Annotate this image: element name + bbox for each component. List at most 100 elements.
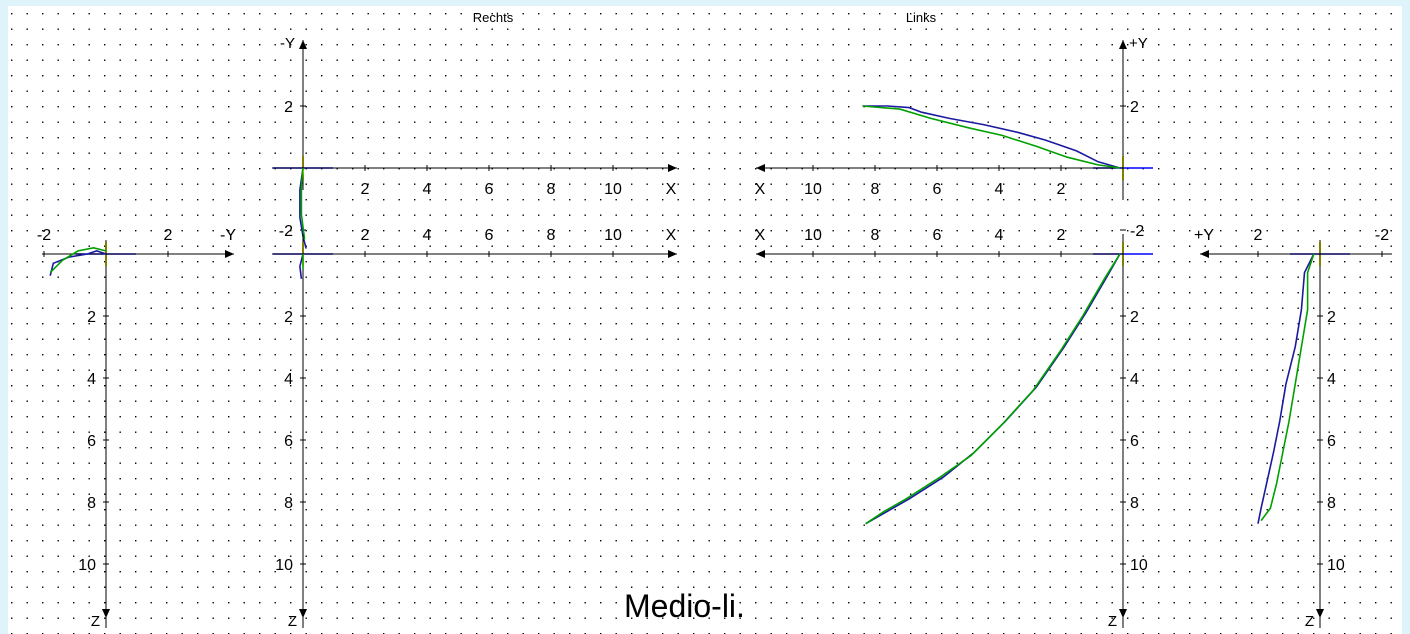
grid-dot: [1204, 555, 1206, 557]
grid-dot: [1080, 292, 1082, 294]
grid-dot: [832, 183, 834, 185]
grid-dot: [1003, 261, 1005, 263]
grid-dot: [1266, 462, 1268, 464]
grid-dot: [1049, 462, 1051, 464]
grid-dot: [166, 199, 168, 201]
grid-dot: [290, 540, 292, 542]
grid-dot: [1158, 152, 1160, 154]
grid-dot: [166, 385, 168, 387]
grid-dot: [507, 307, 509, 309]
grid-dot: [42, 168, 44, 170]
grid-dot: [972, 462, 974, 464]
grid-dot: [910, 214, 912, 216]
grid-dot: [259, 493, 261, 495]
grid-dot: [1018, 540, 1020, 542]
grid-dot: [863, 478, 865, 480]
grid-dot: [88, 168, 90, 170]
grid-dot: [197, 13, 199, 15]
grid-dot: [925, 555, 927, 557]
grid-dot: [57, 245, 59, 247]
grid-dot: [166, 214, 168, 216]
grid-dot: [11, 90, 13, 92]
grid-dot: [305, 28, 307, 30]
grid-dot: [848, 261, 850, 263]
grid-dot: [336, 90, 338, 92]
grid-dot: [863, 276, 865, 278]
grid-dot: [88, 462, 90, 464]
grid-dot: [677, 183, 679, 185]
grid-dot: [1080, 90, 1082, 92]
grid-dot: [445, 586, 447, 588]
grid-dot: [1173, 121, 1175, 123]
grid-dot: [11, 400, 13, 402]
grid-dot: [1390, 354, 1392, 356]
grid-dot: [584, 183, 586, 185]
grid-dot: [119, 431, 121, 433]
grid-dot: [1282, 416, 1284, 418]
grid-dot: [414, 13, 416, 15]
grid-dot: [383, 199, 385, 201]
grid-dot: [228, 106, 230, 108]
grid-dot: [1018, 199, 1020, 201]
grid-dot: [1018, 59, 1020, 61]
grid-dot: [181, 152, 183, 154]
grid-dot: [1328, 602, 1330, 604]
grid-dot: [1375, 230, 1377, 232]
grid-dot: [507, 540, 509, 542]
grid-dot: [1220, 416, 1222, 418]
grid-dot: [336, 323, 338, 325]
grid-dot: [367, 90, 369, 92]
grid-dot: [88, 44, 90, 46]
grid-dot: [600, 307, 602, 309]
grid-dot: [135, 602, 137, 604]
grid-dot: [1328, 214, 1330, 216]
grid-dot: [1204, 276, 1206, 278]
grid-dot: [894, 555, 896, 557]
grid-dot: [1204, 509, 1206, 511]
grid-dot: [1049, 137, 1051, 139]
grid-dot: [1204, 90, 1206, 92]
grid-dot: [1251, 354, 1253, 356]
grid-dot: [1003, 555, 1005, 557]
grid-dot: [739, 152, 741, 154]
grid-dot: [879, 245, 881, 247]
grid-dot: [1034, 571, 1036, 573]
grid-dot: [1065, 447, 1067, 449]
grid-dot: [1049, 338, 1051, 340]
grid-dot: [383, 121, 385, 123]
grid-dot: [88, 28, 90, 30]
grid-dot: [507, 431, 509, 433]
grid-dot: [352, 509, 354, 511]
grid-dot: [662, 59, 664, 61]
grid-dot: [476, 369, 478, 371]
grid-dot: [398, 369, 400, 371]
grid-dot: [1034, 276, 1036, 278]
grid-dot: [1266, 555, 1268, 557]
grid-dot: [1220, 245, 1222, 247]
grid-dot: [352, 152, 354, 154]
grid-dot: [1003, 90, 1005, 92]
grid-dot: [460, 555, 462, 557]
grid-dot: [1049, 230, 1051, 232]
grid-dot: [1173, 385, 1175, 387]
grid-dot: [1049, 199, 1051, 201]
grid-dot: [476, 338, 478, 340]
grid-dot: [832, 230, 834, 232]
grid-dot: [228, 354, 230, 356]
grid-dot: [1111, 121, 1113, 123]
grid-dot: [1049, 307, 1051, 309]
grid-dot: [987, 509, 989, 511]
grid-dot: [150, 431, 152, 433]
grid-dot: [1328, 400, 1330, 402]
grid-dot: [925, 400, 927, 402]
grid-dot: [910, 555, 912, 557]
grid-dot: [739, 44, 741, 46]
grid-dot: [553, 152, 555, 154]
grid-dot: [910, 230, 912, 232]
grid-dot: [600, 524, 602, 526]
grid-dot: [491, 338, 493, 340]
grid-dot: [1251, 555, 1253, 557]
grid-dot: [817, 214, 819, 216]
grid-dot: [166, 121, 168, 123]
grid-dot: [1204, 230, 1206, 232]
